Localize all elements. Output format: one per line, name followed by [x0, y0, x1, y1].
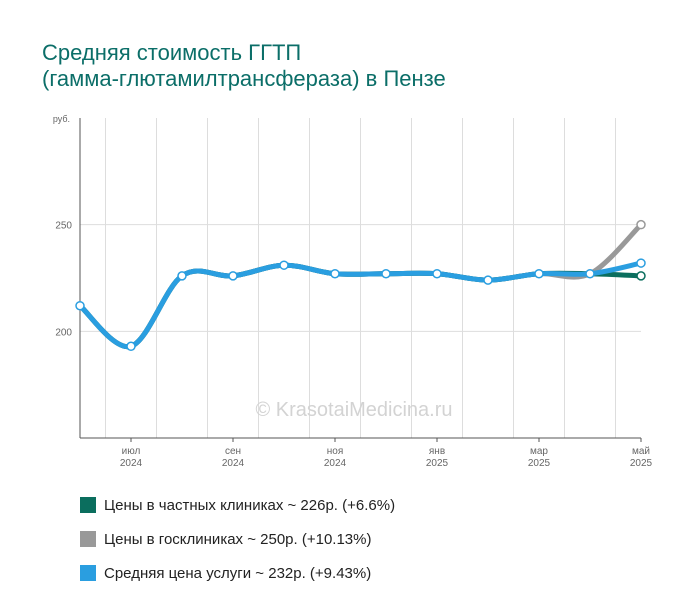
- legend-swatch-public: [80, 531, 96, 547]
- y-axis-unit-label: руб.: [53, 114, 70, 124]
- legend-item-private[interactable]: Цены в частных клиниках ~ 226р. (+6.6%): [80, 488, 395, 522]
- data-point-average: [330, 268, 340, 279]
- data-point-average: [534, 268, 544, 279]
- data-point-average: [228, 271, 238, 281]
- legend: Цены в частных клиниках ~ 226р. (+6.6%) …: [80, 488, 395, 590]
- y-tick-label: 200: [55, 327, 72, 338]
- chart-title: Средняя стоимость ГГТП (гамма-глютамилтр…: [42, 40, 446, 92]
- data-point-average: [381, 268, 391, 279]
- x-tick-label-year: 2025: [630, 458, 653, 469]
- line-chart: © KrasotaiMedicina.ru 200250руб.июл2024с…: [53, 114, 653, 469]
- watermark: © KrasotaiMedicina.ru: [255, 399, 452, 421]
- data-point-average: [177, 271, 187, 281]
- data-point-average: [585, 268, 595, 279]
- legend-label-private: Цены в частных клиниках ~ 226р. (+6.6%): [104, 496, 396, 514]
- legend-label-public: Цены в госклиниках ~ 250р. (+10.13%): [104, 530, 372, 548]
- x-tick-label-year: 2025: [426, 458, 449, 469]
- chart-grid: [79, 118, 642, 442]
- chart-title-line-1: Средняя стоимость ГГТП: [42, 40, 302, 65]
- data-point-public: [636, 219, 646, 230]
- chart-title-line-2: (гамма-глютамилтрансфераза) в Пензе: [42, 66, 446, 91]
- data-point-average: [279, 260, 289, 270]
- x-tick-label-month: ноя: [327, 446, 344, 457]
- x-tick-label-month: сен: [225, 446, 241, 457]
- legend-swatch-private: [80, 497, 96, 513]
- chart-axis-labels: 200250руб.июл2024сен2024ноя2024янв2025ма…: [53, 114, 653, 469]
- chart-points: [75, 219, 646, 352]
- data-point-average: [483, 275, 493, 285]
- x-tick-label-month: мар: [530, 446, 548, 457]
- x-tick-label-month: май: [632, 446, 650, 457]
- data-point-average: [126, 341, 136, 352]
- x-tick-label-month: июл: [122, 446, 141, 457]
- legend-label-average: Средняя цена услуги ~ 232р. (+9.43%): [104, 564, 372, 582]
- legend-item-average[interactable]: Средняя цена услуги ~ 232р. (+9.43%): [80, 556, 395, 590]
- x-tick-label-month: янв: [429, 446, 445, 457]
- data-point-average: [432, 268, 442, 279]
- x-tick-label-year: 2024: [222, 458, 245, 469]
- legend-item-public[interactable]: Цены в госклиниках ~ 250р. (+10.13%): [80, 522, 395, 556]
- data-point-average: [75, 300, 85, 311]
- x-tick-label-year: 2024: [324, 458, 347, 469]
- legend-swatch-average: [80, 565, 96, 581]
- x-tick-label-year: 2025: [528, 458, 551, 469]
- x-tick-label-year: 2024: [120, 458, 143, 469]
- y-tick-label: 250: [55, 221, 72, 232]
- data-point-private: [636, 271, 646, 281]
- data-point-average: [636, 258, 646, 268]
